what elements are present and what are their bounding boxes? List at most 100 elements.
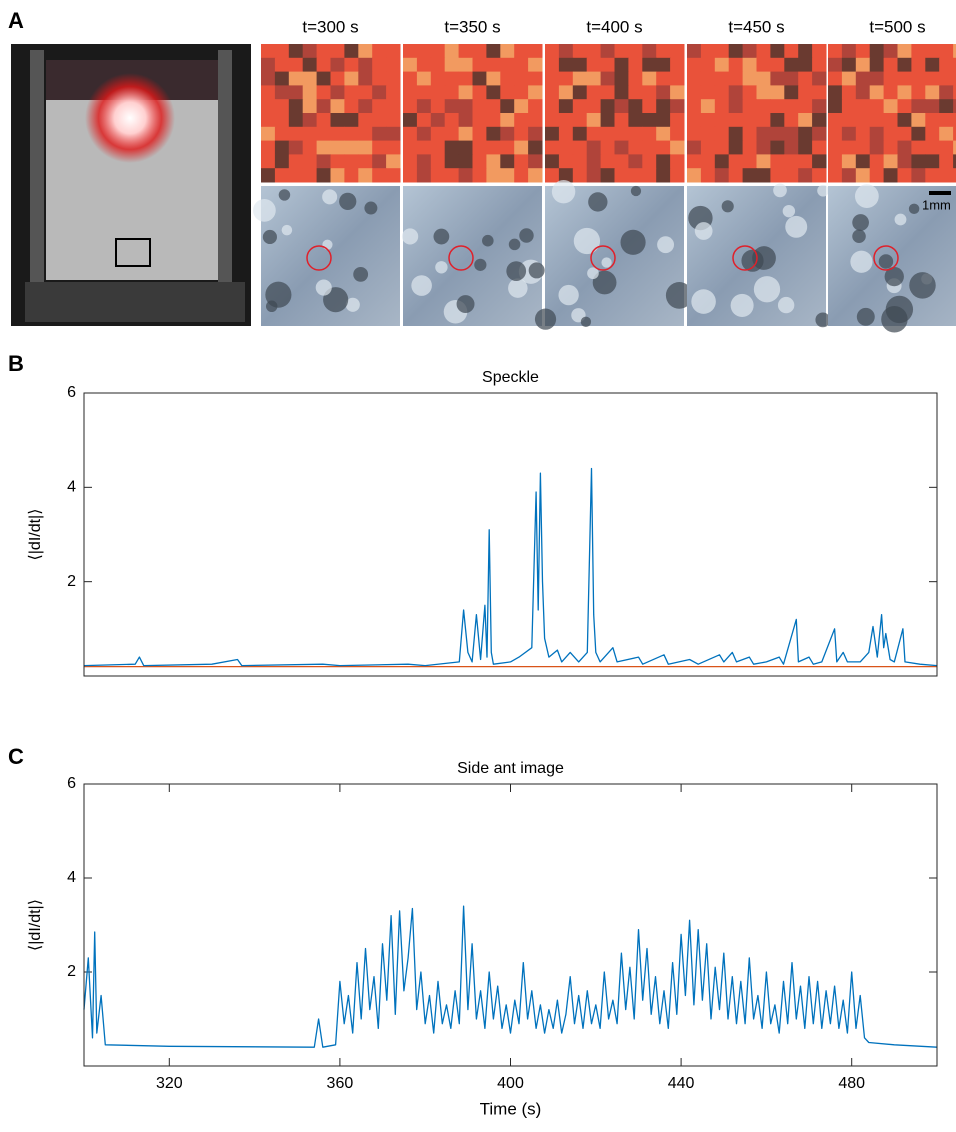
speckle-cell — [316, 99, 331, 114]
speckle-cell — [486, 85, 501, 100]
speckle-cell — [600, 168, 615, 183]
bead — [435, 261, 448, 274]
speckle-cell — [403, 140, 418, 155]
speckle-cell — [302, 57, 318, 73]
speckle-cell — [628, 57, 643, 73]
speckle-cell — [472, 71, 487, 86]
tracked-bead — [448, 245, 474, 271]
speckle-cell — [614, 154, 629, 169]
speckle-cell — [386, 140, 401, 155]
speckle-cell — [670, 99, 685, 114]
bead — [665, 282, 693, 309]
speckle-cell — [784, 44, 799, 59]
speckle-cell — [770, 57, 785, 73]
speckle-cell — [897, 113, 912, 128]
speckle-cell — [700, 168, 716, 183]
speckle-cell — [500, 168, 515, 183]
speckle-cell — [869, 154, 885, 169]
speckle-cell — [430, 154, 446, 169]
speckle-cell — [798, 154, 813, 169]
speckle-cell — [444, 154, 460, 169]
speckle-cell — [316, 44, 331, 59]
speckle-cell — [714, 113, 730, 128]
speckle-cell — [628, 99, 643, 114]
speckle-cell — [572, 44, 588, 59]
speckle-cell — [430, 168, 446, 183]
y-tick-label: 4 — [67, 479, 76, 496]
speckle-cell — [642, 168, 657, 183]
speckle-cell — [586, 154, 602, 169]
speckle-cell — [545, 71, 560, 86]
speckle-cell — [330, 44, 345, 59]
speckle-cell — [558, 71, 574, 86]
speckle-cell — [812, 140, 827, 155]
speckle-cell — [358, 85, 373, 100]
speckle-cell — [288, 99, 304, 114]
speckle-cell — [687, 57, 702, 73]
speckle-cell — [614, 113, 629, 128]
speckle-cell — [261, 57, 276, 73]
y-tick-label: 6 — [67, 384, 76, 401]
speckle-cell — [656, 140, 671, 155]
speckle-cell — [614, 44, 629, 59]
speckle-cell — [841, 85, 857, 100]
panel-label: B — [8, 351, 24, 376]
speckle-cell — [925, 154, 940, 169]
speckle-cell — [656, 99, 671, 114]
speckle-cell — [500, 126, 515, 142]
bead — [852, 214, 869, 231]
speckle-cell — [784, 99, 799, 114]
speckle-cell — [953, 113, 956, 128]
x-tick-label: 480 — [838, 1075, 865, 1092]
speckle-cell — [883, 126, 898, 142]
speckle-cell — [770, 126, 785, 142]
speckle-cell — [458, 168, 473, 183]
speckle-cell — [883, 71, 898, 86]
speckle-cell — [572, 140, 588, 155]
speckle-cell — [316, 57, 331, 73]
speckle-cell — [925, 140, 940, 155]
bead — [265, 300, 278, 313]
speckle-cell — [770, 44, 785, 59]
speckle-cell — [742, 99, 757, 114]
speckle-cell — [642, 140, 657, 155]
speckle-cell — [600, 44, 615, 59]
speckle-cell — [372, 85, 387, 100]
speckle-cell — [458, 140, 473, 155]
speckle-cell — [586, 126, 602, 142]
speckle-cell — [670, 168, 685, 183]
speckle-cell — [828, 113, 843, 128]
speckle-cell — [869, 71, 885, 86]
speckle-cell — [444, 44, 460, 59]
speckle-cell — [656, 113, 671, 128]
speckle-cell — [700, 154, 716, 169]
speckle-cell — [897, 57, 912, 73]
speckle-cell — [728, 71, 744, 86]
speckle-cell — [714, 85, 730, 100]
speckle-cell — [670, 44, 685, 59]
speckle-cell — [855, 126, 871, 142]
speckle-cell — [416, 113, 432, 128]
data-line — [83, 905, 938, 1048]
speckle-cell — [841, 57, 857, 73]
speckle-cell — [416, 99, 432, 114]
x-tick-label: 320 — [156, 1075, 183, 1092]
y-tick-label: 4 — [67, 869, 76, 886]
bead — [551, 179, 576, 204]
bead — [482, 234, 494, 247]
speckle-cell — [274, 44, 290, 59]
bead — [620, 229, 646, 255]
speckle-cell — [458, 126, 473, 142]
speckle-cell — [572, 71, 588, 86]
speckle-cell — [302, 154, 318, 169]
speckle-cell — [274, 154, 290, 169]
speckle-cell — [700, 57, 716, 73]
speckle-cell — [572, 57, 588, 73]
speckle-cell — [344, 57, 359, 73]
speckle-cell — [288, 85, 304, 100]
speckle-cell — [572, 126, 588, 142]
speckle-cell — [687, 154, 702, 169]
speckle-cell — [742, 113, 757, 128]
speckle-cell — [500, 85, 515, 100]
